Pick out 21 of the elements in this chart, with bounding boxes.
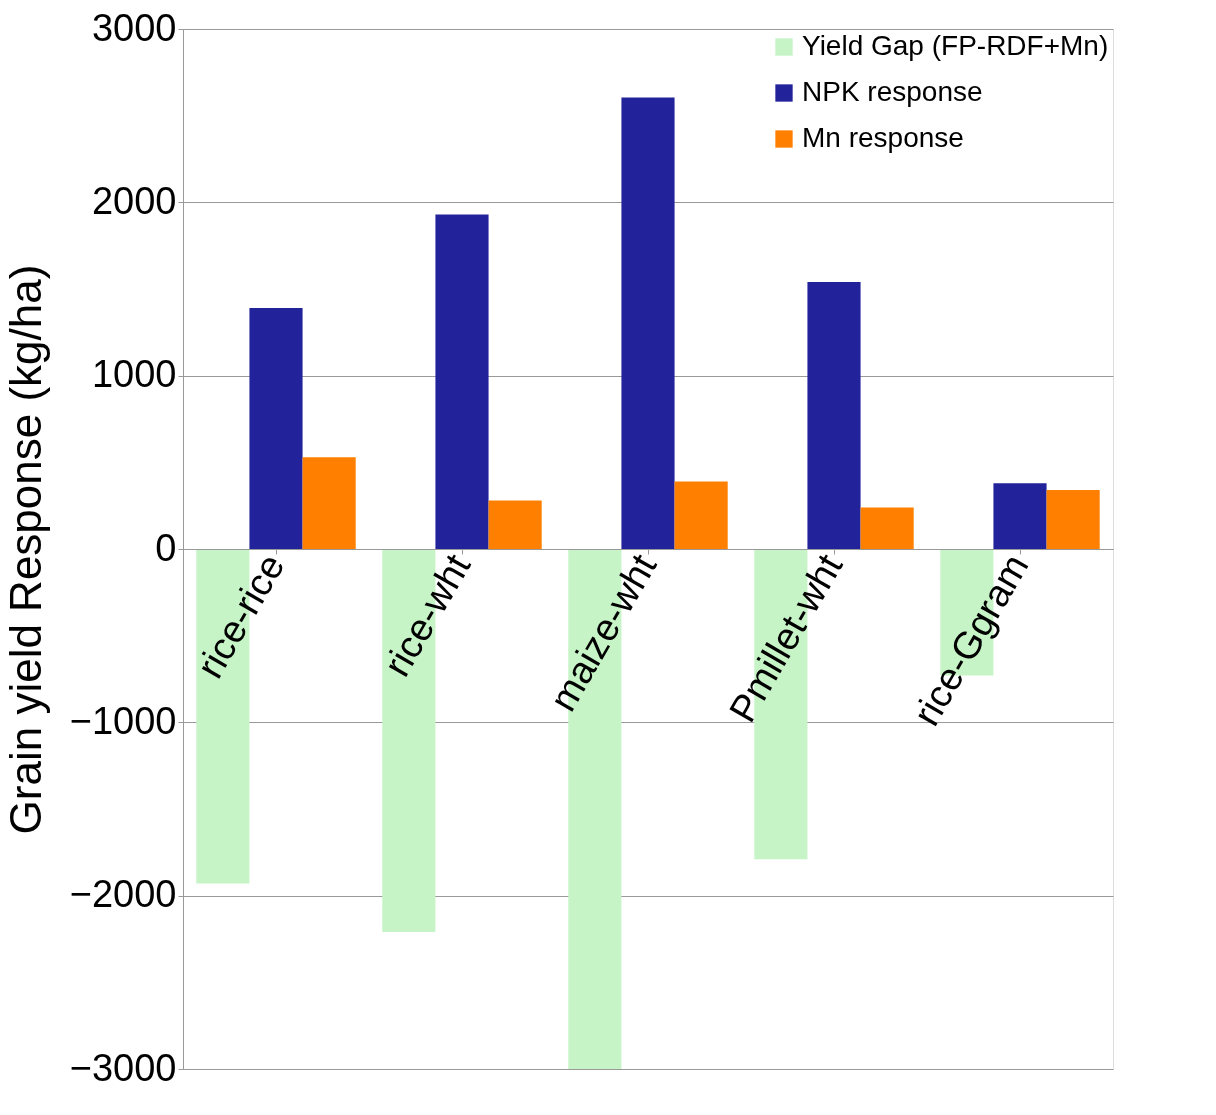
bar: [860, 507, 914, 549]
bar: [488, 500, 542, 549]
bar: [302, 457, 356, 549]
y-tick-label: 0: [155, 526, 177, 569]
y-tick-label: 3000: [91, 6, 177, 49]
bar: [621, 97, 675, 549]
legend-label: Yield Gap (FP-RDF+Mn): [802, 30, 1109, 61]
bar: [435, 214, 489, 549]
y-tick-label: −1000: [69, 699, 177, 742]
bar: [807, 282, 861, 549]
legend-label: NPK response: [802, 76, 983, 107]
bar: [249, 308, 303, 549]
bar: [993, 483, 1047, 549]
bar: [1046, 490, 1100, 549]
y-axis-title: Grain yield Response (kg/ha): [0, 264, 50, 835]
y-tick-label: 1000: [91, 353, 177, 396]
y-tick-label: 2000: [91, 179, 177, 222]
y-tick-label: −2000: [69, 873, 177, 916]
y-tick-label: −3000: [69, 1046, 177, 1089]
legend-label: Mn response: [802, 122, 964, 153]
bar: [674, 481, 728, 549]
